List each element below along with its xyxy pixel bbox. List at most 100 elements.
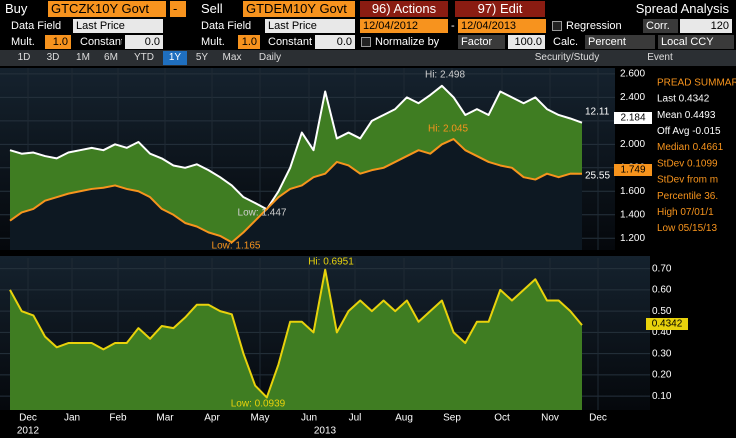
y-tick-label: 0.30 <box>652 348 672 359</box>
chart: 1.2001.4001.6001.8002.0002.2002.4002.600… <box>0 66 736 438</box>
toolbar-item: Calc. <box>553 36 579 48</box>
toolbar-item[interactable]: 0.0 <box>315 35 355 49</box>
toolbar-item[interactable]: 5Y <box>195 52 209 63</box>
toolbar-item: Data Field <box>201 20 252 32</box>
line <box>9 138 583 244</box>
summary-row: Last 0.4342 <box>657 94 710 105</box>
toolbar-item[interactable]: Corr. <box>643 19 678 33</box>
toolbar-item[interactable]: Security/Study <box>534 52 600 63</box>
y-tick-label: 2.000 <box>620 139 645 150</box>
toolbar-row: Mult. 1.0 Constant 0.0 Mult. 1.0 Constant 0.0 No… <box>0 34 736 50</box>
last-value-label: 0.4342 <box>652 319 683 330</box>
toolbar-item: Spread Analysis <box>635 1 729 16</box>
toolbar-item[interactable]: 1Y <box>163 51 187 65</box>
x-tick-label: Dec <box>19 413 37 424</box>
toolbar-row: Data Field Last Price Data Field Last Price… <box>0 18 736 34</box>
x-tick-label: Sep <box>443 413 461 424</box>
y-tick-label: 0.70 <box>652 263 672 274</box>
toolbar-item: - <box>451 20 455 32</box>
x-tick-label: Jun <box>301 413 317 424</box>
toolbar-item[interactable]: 6M <box>104 52 118 63</box>
y-tick-label: 2.600 <box>620 69 645 80</box>
line <box>9 84 583 211</box>
last-value-box <box>646 318 688 330</box>
toolbar-item[interactable]: 0.0 <box>125 35 163 49</box>
toolbar-item[interactable]: 3D <box>46 52 60 63</box>
summary-row: Low 05/15/13 <box>657 223 717 234</box>
x-tick-label: Jan <box>64 413 80 424</box>
area <box>10 269 582 410</box>
toolbar-item[interactable]: Factor <box>458 35 505 49</box>
toolbar-item: Sell <box>201 1 223 16</box>
toolbar-item[interactable]: GTCZK10Y Govt <box>48 1 166 17</box>
checkbox[interactable] <box>552 21 562 31</box>
y-tick-label: 0.10 <box>652 391 672 402</box>
toolbar-item[interactable]: 1D <box>17 52 31 63</box>
annotation: Low: 0.0939 <box>231 399 286 410</box>
toolbar-item[interactable]: 120 <box>680 19 732 33</box>
toolbar-item[interactable]: 1M <box>76 52 90 63</box>
last-value-label: 1.749 <box>620 165 645 176</box>
summary-row: Percentile 36. <box>657 191 718 202</box>
line <box>9 268 583 399</box>
last-value-box <box>614 164 652 176</box>
toolbar-item[interactable]: - <box>170 1 186 17</box>
y-tick-label: 0.50 <box>652 306 672 317</box>
toolbar-item: Regression <box>566 20 622 32</box>
toolbar-item[interactable]: 1.0 <box>45 35 71 49</box>
annotation: 12.11 <box>585 107 610 118</box>
toolbar-item[interactable]: Local CCY <box>658 35 734 49</box>
x-tick-label: Feb <box>109 413 127 424</box>
toolbar-row: Buy GTCZK10Y Govt - Sell GTDEM10Y Govt 96) Ac… <box>0 0 736 18</box>
x-tick-label: Nov <box>541 413 559 424</box>
checkbox[interactable] <box>361 37 371 47</box>
x-tick-label: Dec <box>589 413 607 424</box>
summary-row: Off Avg -0.015 <box>657 126 721 137</box>
toolbar-item[interactable]: YTD <box>134 52 154 63</box>
toolbar-item[interactable]: Event <box>647 52 673 63</box>
toolbar-item[interactable]: 96) Actions <box>360 1 448 17</box>
toolbar-item[interactable]: 12/04/2013 <box>458 19 546 33</box>
x-tick-label: Aug <box>395 413 413 424</box>
y-tick-label: 0.20 <box>652 370 672 381</box>
summary-row: StDev from m <box>657 175 718 186</box>
last-value-label: 2.184 <box>620 113 645 124</box>
toolbar-item: Data Field <box>11 20 62 32</box>
summary-row: High 07/01/1 <box>657 207 714 218</box>
toolbar-item: Buy <box>5 1 28 16</box>
toolbar-item[interactable]: 12/04/2012 <box>360 19 448 33</box>
toolbar-row: 1D 3D 1M 6M YTD 1Y 5Y Max Daily Security/Study Eve… <box>0 50 736 66</box>
toolbar-item[interactable]: Last Price <box>265 19 355 33</box>
area <box>10 139 582 250</box>
annotation: Hi: 2.045 <box>428 124 468 135</box>
summary-row: Mean 0.4493 <box>657 110 716 121</box>
x-tick-label: Mar <box>156 413 174 424</box>
toolbar-item: Mult. <box>11 36 35 48</box>
y-tick-label: 2.400 <box>620 92 645 103</box>
x-year-label: 2013 <box>314 426 337 437</box>
last-value-box <box>614 112 652 124</box>
y-tick-label: 1.600 <box>620 186 645 197</box>
y-tick-label: 0.60 <box>652 285 672 296</box>
y-tick-label: 0.40 <box>652 327 672 338</box>
toolbar-item[interactable]: 1.0 <box>238 35 260 49</box>
annotation: Hi: 2.498 <box>425 70 465 81</box>
toolbar-item[interactable]: Max <box>222 52 242 63</box>
toolbar-item[interactable]: GTDEM10Y Govt <box>243 1 355 17</box>
toolbar-item: Mult. <box>201 36 225 48</box>
summary-title: PREAD SUMMAR <box>657 78 736 89</box>
toolbar-item: Normalize by <box>375 36 440 48</box>
toolbar-item: Constant <box>268 36 313 48</box>
y-tick-label: 1.400 <box>620 209 645 220</box>
annotation: Hi: 0.6951 <box>308 257 354 268</box>
x-year-label: 2012 <box>17 426 40 437</box>
toolbar-item[interactable]: 97) Edit <box>455 1 545 17</box>
toolbar-item[interactable]: 100.0 <box>508 35 545 49</box>
toolbar-item[interactable]: Last Price <box>73 19 163 33</box>
summary-row: Median 0.4661 <box>657 142 724 153</box>
x-tick-label: Jul <box>349 413 362 424</box>
toolbar-item[interactable]: Daily <box>258 52 282 63</box>
summary-panel <box>655 68 736 236</box>
toolbar-item[interactable]: Percent <box>585 35 655 49</box>
x-tick-label: May <box>251 413 270 424</box>
